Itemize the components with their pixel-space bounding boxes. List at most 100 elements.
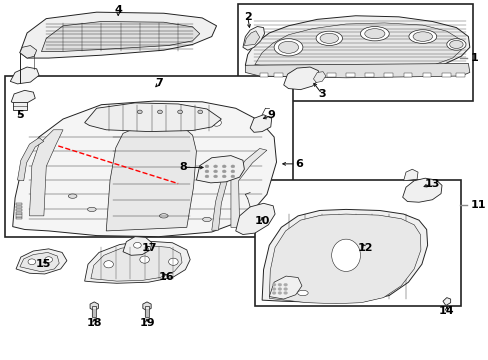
- Ellipse shape: [408, 30, 436, 43]
- Polygon shape: [254, 23, 460, 69]
- Circle shape: [283, 288, 287, 291]
- Circle shape: [222, 170, 225, 173]
- Ellipse shape: [319, 33, 338, 43]
- Bar: [5, 76, 293, 237]
- Bar: [274, 73, 282, 77]
- Ellipse shape: [315, 31, 342, 45]
- Polygon shape: [262, 210, 427, 303]
- Circle shape: [213, 165, 217, 168]
- Ellipse shape: [274, 39, 302, 56]
- Bar: [145, 306, 149, 317]
- Circle shape: [213, 175, 217, 178]
- Polygon shape: [16, 249, 67, 274]
- Circle shape: [230, 165, 234, 168]
- Text: 17: 17: [142, 243, 157, 253]
- Ellipse shape: [68, 194, 77, 198]
- Circle shape: [204, 170, 208, 173]
- Text: 8: 8: [179, 162, 186, 172]
- Bar: [455, 73, 464, 77]
- Circle shape: [230, 170, 234, 173]
- Ellipse shape: [331, 239, 360, 271]
- Ellipse shape: [278, 41, 298, 53]
- Ellipse shape: [87, 207, 96, 212]
- Ellipse shape: [159, 214, 168, 218]
- Circle shape: [222, 165, 225, 168]
- Polygon shape: [142, 302, 151, 311]
- Polygon shape: [11, 90, 35, 104]
- Circle shape: [277, 292, 281, 294]
- Polygon shape: [123, 237, 151, 255]
- Text: 12: 12: [357, 243, 372, 253]
- Polygon shape: [18, 138, 44, 181]
- Bar: [384, 73, 392, 77]
- Text: 5: 5: [16, 111, 23, 121]
- Polygon shape: [402, 178, 441, 202]
- Circle shape: [140, 256, 149, 263]
- Bar: [346, 73, 354, 77]
- Polygon shape: [250, 115, 271, 132]
- Circle shape: [133, 242, 141, 248]
- Circle shape: [213, 170, 217, 173]
- Bar: [326, 73, 335, 77]
- Polygon shape: [244, 31, 259, 45]
- Bar: [259, 73, 268, 77]
- Polygon shape: [245, 63, 469, 78]
- Bar: [92, 306, 96, 317]
- Bar: [307, 73, 316, 77]
- Text: 18: 18: [86, 319, 102, 328]
- Polygon shape: [235, 203, 275, 234]
- Bar: [16, 212, 22, 214]
- Circle shape: [137, 110, 142, 114]
- Polygon shape: [20, 252, 59, 272]
- Bar: [254, 180, 460, 306]
- Polygon shape: [442, 298, 450, 306]
- Polygon shape: [41, 22, 200, 51]
- Circle shape: [211, 119, 221, 126]
- Polygon shape: [106, 125, 196, 231]
- Text: 9: 9: [267, 111, 275, 121]
- Ellipse shape: [412, 32, 432, 41]
- Text: 19: 19: [139, 319, 155, 328]
- Polygon shape: [10, 67, 39, 84]
- Polygon shape: [313, 72, 325, 82]
- Circle shape: [283, 292, 287, 294]
- Bar: [16, 206, 22, 208]
- Polygon shape: [91, 245, 182, 281]
- Circle shape: [45, 257, 52, 262]
- Text: 11: 11: [470, 200, 485, 210]
- Ellipse shape: [297, 290, 307, 296]
- Circle shape: [277, 283, 281, 286]
- Circle shape: [277, 288, 281, 291]
- Polygon shape: [269, 276, 301, 299]
- Circle shape: [283, 283, 287, 286]
- Bar: [288, 73, 297, 77]
- Polygon shape: [29, 130, 63, 216]
- Text: 3: 3: [318, 89, 325, 99]
- Circle shape: [230, 175, 234, 178]
- Polygon shape: [84, 103, 221, 132]
- Polygon shape: [90, 302, 98, 311]
- Circle shape: [28, 259, 36, 265]
- Polygon shape: [211, 169, 235, 230]
- Text: 13: 13: [424, 179, 439, 189]
- Polygon shape: [84, 241, 190, 283]
- Circle shape: [272, 292, 275, 294]
- Bar: [16, 215, 22, 217]
- Text: 6: 6: [295, 159, 303, 169]
- Bar: [238, 4, 472, 101]
- Ellipse shape: [202, 217, 211, 222]
- Circle shape: [272, 283, 275, 286]
- Polygon shape: [13, 101, 276, 237]
- Text: 15: 15: [36, 259, 51, 269]
- Text: 4: 4: [114, 5, 122, 15]
- Circle shape: [272, 288, 275, 291]
- Polygon shape: [245, 16, 469, 72]
- Text: 10: 10: [254, 216, 269, 226]
- Circle shape: [222, 175, 225, 178]
- Bar: [441, 73, 450, 77]
- Polygon shape: [20, 12, 216, 58]
- Text: 14: 14: [438, 306, 454, 316]
- Circle shape: [204, 175, 208, 178]
- Text: 7: 7: [155, 78, 163, 88]
- Bar: [16, 209, 22, 211]
